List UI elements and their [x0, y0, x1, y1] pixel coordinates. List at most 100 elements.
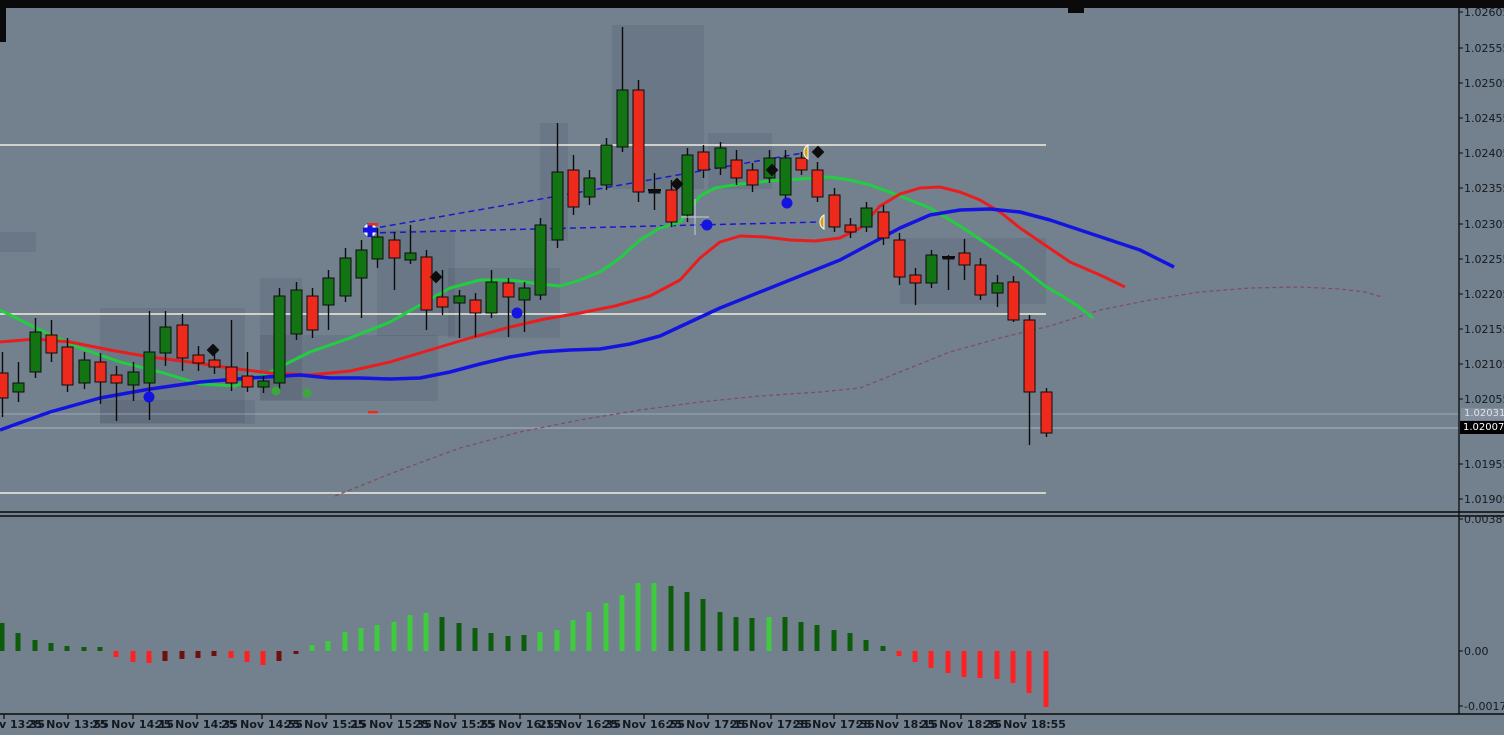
time-axis-label: 25 Nov 16:55 — [603, 718, 685, 731]
candle-body — [681, 154, 694, 216]
candle-body — [29, 331, 42, 373]
candle-body — [290, 289, 303, 335]
histogram-bar — [488, 633, 494, 651]
histogram-bar — [423, 613, 429, 651]
candle-body — [110, 374, 123, 384]
histogram-bar — [228, 651, 234, 658]
candle-body — [844, 224, 857, 233]
trendline — [369, 152, 804, 230]
histogram-bar — [586, 612, 592, 651]
candle-body — [339, 257, 352, 297]
time-axis-label: 25 Nov 13:55 — [27, 718, 109, 731]
price-axis-label: 1.02205 — [1464, 288, 1504, 301]
window-top-notch — [1068, 8, 1084, 13]
candle-body — [306, 295, 319, 331]
histogram-bar — [146, 651, 152, 663]
histogram-bar — [342, 632, 348, 651]
candle-body — [273, 295, 286, 384]
histogram-bar — [863, 640, 869, 651]
histogram-bar — [521, 635, 527, 651]
histogram-bar — [961, 651, 967, 677]
price-axis-label: 1.01905 — [1464, 493, 1504, 506]
time-axis-label: 25 Nov 17:35 — [730, 718, 812, 731]
candle-body — [12, 382, 25, 393]
candle-body — [420, 256, 433, 311]
price-axis-label: 1.02555 — [1464, 42, 1504, 55]
price-axis-label: 1.02605 — [1464, 6, 1504, 19]
candle-body — [1023, 319, 1036, 393]
candle-body — [208, 359, 221, 368]
time-axis-label: 25 Nov 16:15 — [479, 718, 561, 731]
histogram-bar — [635, 583, 641, 651]
price-axis-label: 1.02455 — [1464, 112, 1504, 125]
histogram-bar — [260, 651, 266, 665]
candle-body — [257, 380, 270, 388]
histogram-bar — [700, 599, 706, 651]
histogram-bar — [847, 633, 853, 651]
candle-body — [583, 177, 596, 198]
window-left-edge — [0, 8, 6, 42]
time-axis-label: 25 Nov 15:35 — [350, 718, 432, 731]
time-axis-label: 25 Nov 18:15 — [856, 718, 938, 731]
candle-body — [974, 264, 987, 296]
candle-body — [322, 277, 335, 306]
candle-body — [1040, 391, 1053, 434]
candle-body — [94, 361, 107, 383]
candle-body — [469, 299, 482, 314]
histogram-bar — [64, 646, 70, 651]
blue-dot-marker — [511, 307, 523, 319]
candle-body — [225, 366, 238, 384]
time-axis-label: 25 Nov 15:55 — [414, 718, 496, 731]
time-axis-label: 25 Nov 14:15 — [92, 718, 174, 731]
candle-body — [909, 274, 922, 284]
candle-body — [453, 295, 466, 304]
time-axis-label: 25 Nov 17:55 — [793, 718, 875, 731]
candle-body — [45, 334, 58, 354]
price-axis-label: -0.001785 — [1464, 700, 1504, 713]
histogram-bar — [0, 623, 5, 651]
candle-body — [746, 169, 759, 186]
histogram-bar — [456, 623, 462, 651]
candle-body — [127, 371, 140, 386]
time-axis-label: 25 Nov 17:15 — [667, 718, 749, 731]
candle-body — [811, 169, 824, 198]
candle-body — [388, 239, 401, 259]
background-zone — [260, 335, 438, 401]
price-axis-label: 1.02255 — [1464, 253, 1504, 266]
histogram-bar — [32, 640, 38, 651]
histogram-bar — [505, 636, 511, 651]
histogram-bar — [358, 628, 364, 651]
candle-body — [551, 171, 564, 241]
histogram-bar — [994, 651, 1000, 679]
histogram-bar — [113, 651, 119, 657]
histogram-bar — [880, 646, 886, 651]
candle-body — [893, 239, 906, 278]
histogram-bar — [831, 630, 837, 651]
histogram-bar — [749, 618, 755, 651]
candle-body — [371, 236, 384, 260]
candle-body — [192, 354, 205, 364]
candle-body — [355, 249, 368, 279]
histogram-bar — [814, 625, 820, 651]
candle-body — [485, 281, 498, 314]
histogram-bar — [733, 617, 739, 651]
histogram-bar — [977, 651, 983, 678]
candle-body — [616, 89, 629, 148]
candle-body — [436, 296, 449, 308]
histogram-bar — [325, 641, 331, 651]
candle-body — [534, 224, 547, 296]
histogram-bar — [798, 622, 804, 651]
window-top-border — [0, 0, 1504, 8]
price-axis-label: 1.02505 — [1464, 77, 1504, 90]
histogram-bar — [554, 630, 560, 651]
histogram-bar — [782, 617, 788, 651]
candle-body — [143, 351, 156, 384]
time-axis-label: 25 Nov 14:35 — [156, 718, 238, 731]
histogram-bar — [1010, 651, 1016, 683]
time-axis-label: 25 Nov 15:15 — [285, 718, 367, 731]
candle-body — [958, 252, 971, 266]
time-axis-label: 25 Nov 18:55 — [984, 718, 1066, 731]
candle-body — [925, 254, 938, 284]
